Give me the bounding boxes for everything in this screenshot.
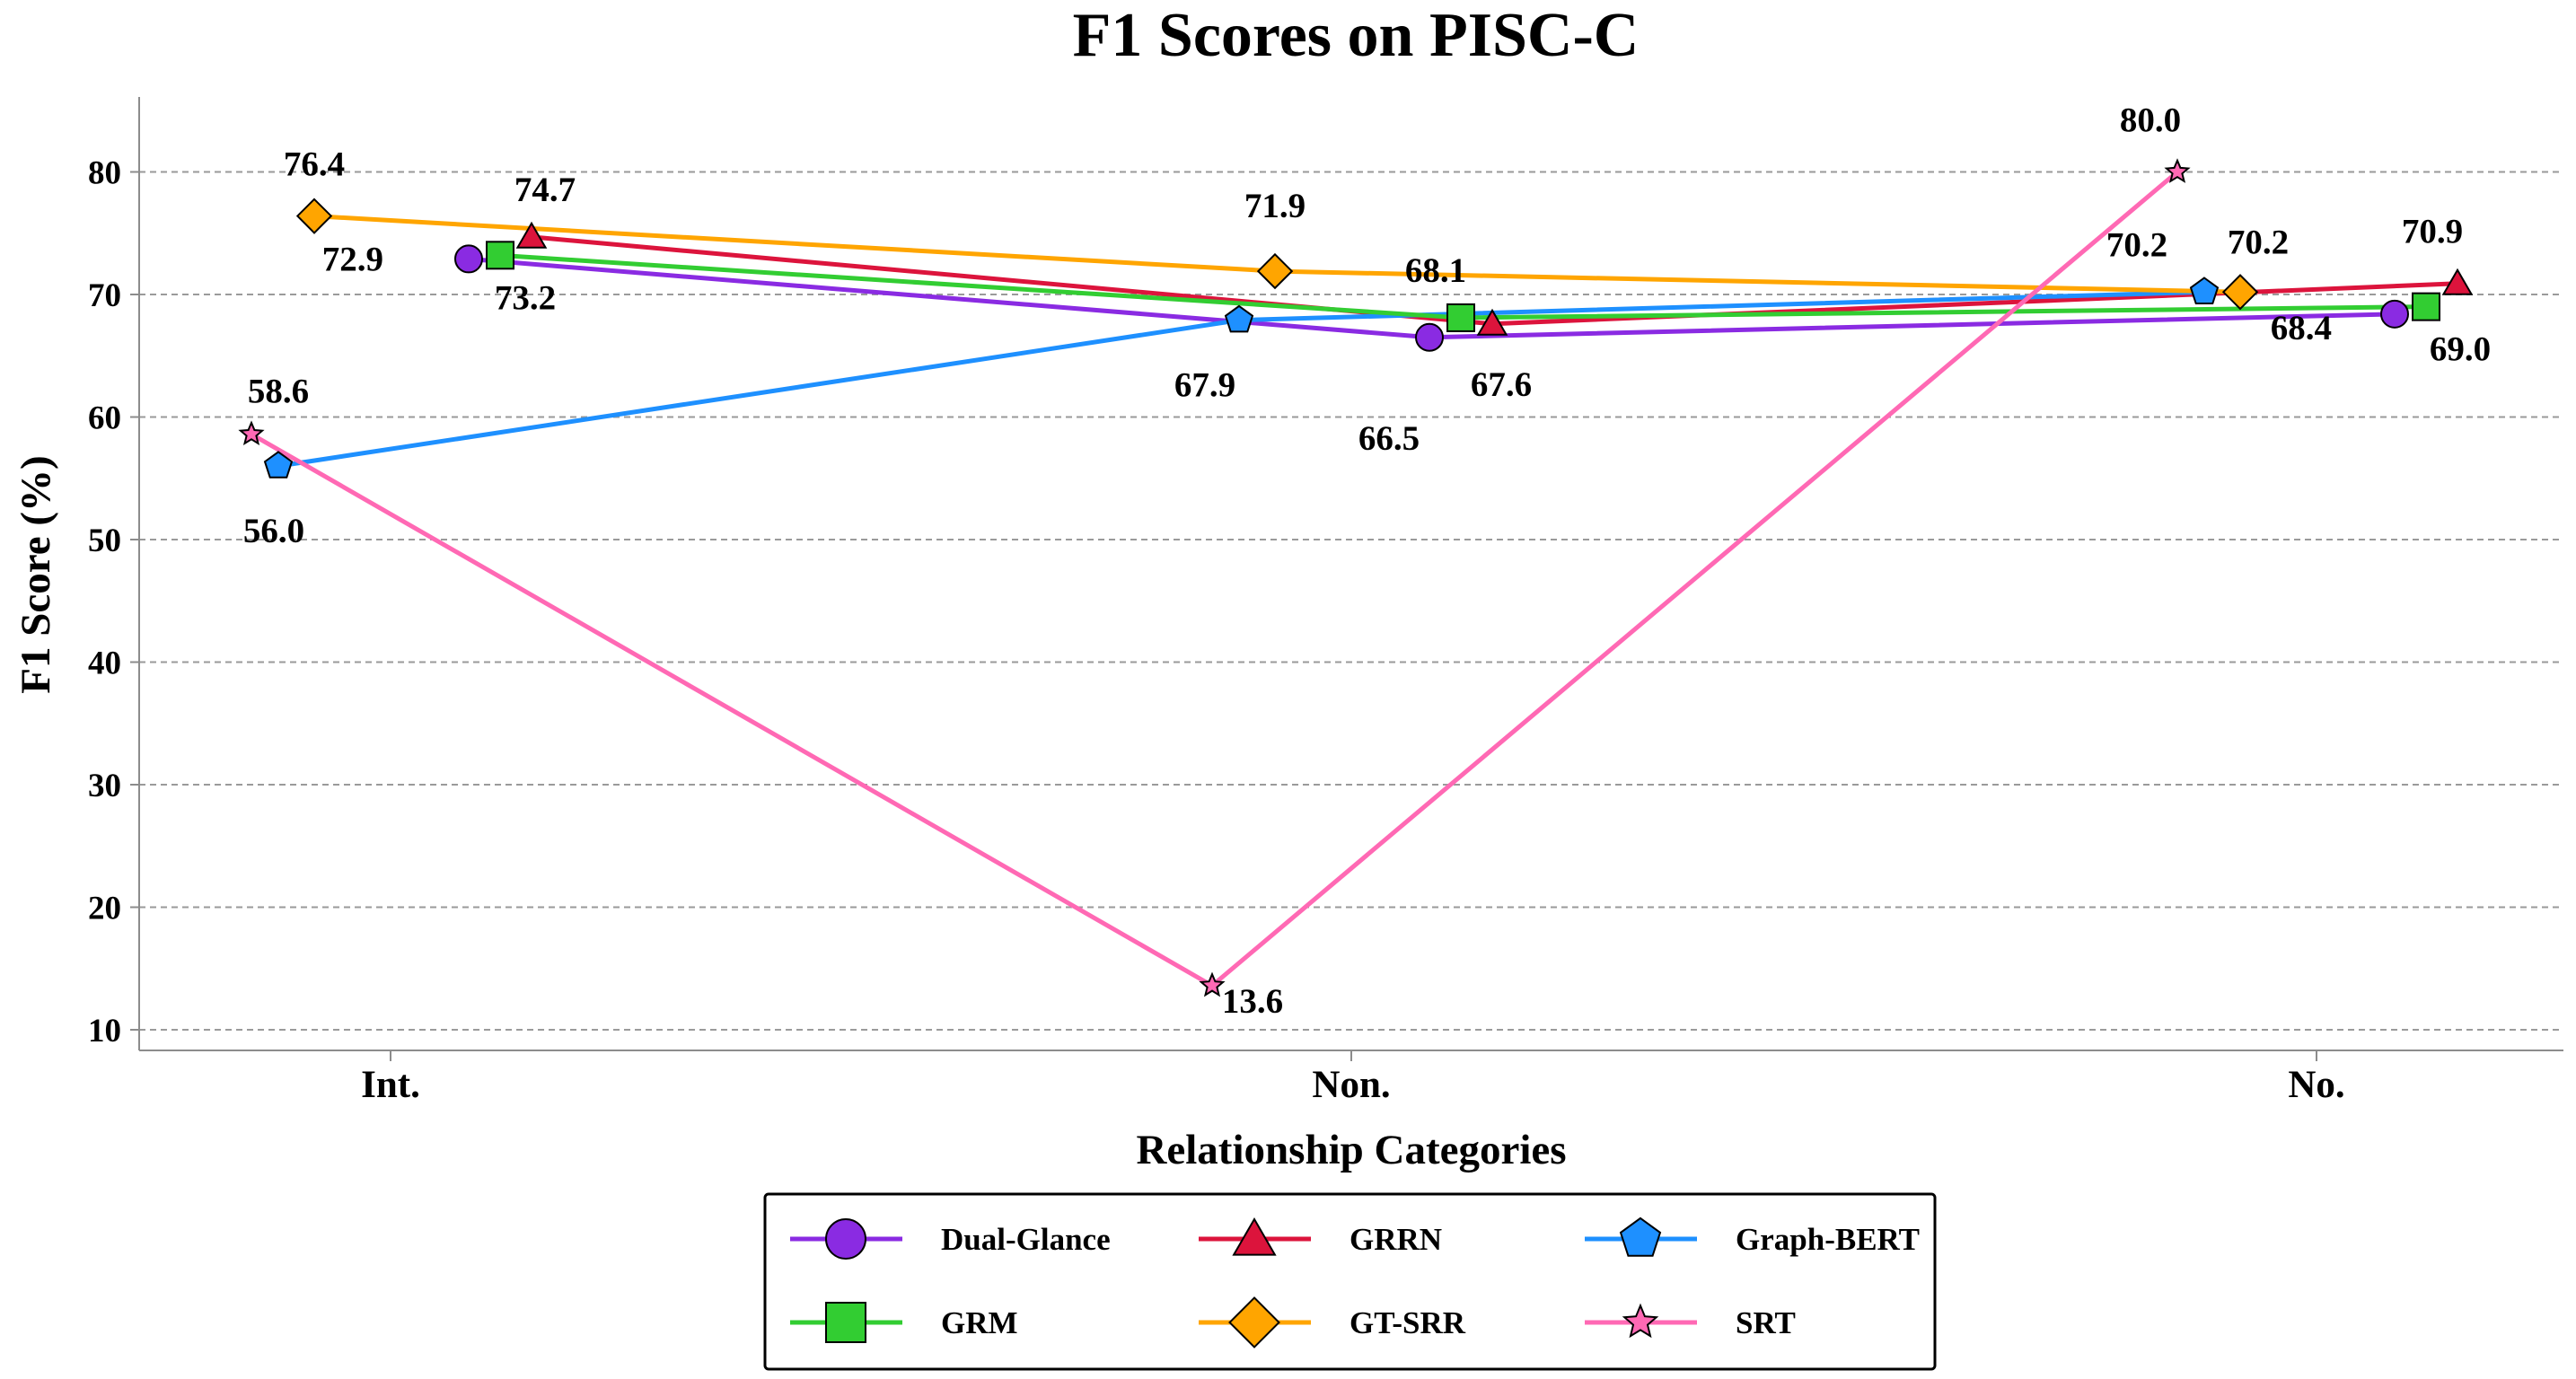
data-label: 69.0 bbox=[2430, 330, 2491, 369]
legend-label: SRT bbox=[1736, 1305, 1796, 1340]
legend-marker bbox=[1232, 1217, 1277, 1256]
y-tick-label: 80 bbox=[88, 155, 121, 192]
data-point bbox=[1199, 971, 1226, 997]
data-label: 72.9 bbox=[322, 240, 383, 278]
data-point bbox=[2380, 299, 2409, 329]
series-markers-gt-srr bbox=[295, 198, 2259, 311]
legend-marker bbox=[1619, 1217, 1662, 1257]
data-point bbox=[1476, 308, 1508, 336]
y-tick-label: 30 bbox=[88, 768, 121, 804]
data-point bbox=[1224, 304, 1254, 333]
legend-label: Dual-Glance bbox=[941, 1222, 1111, 1257]
data-point bbox=[454, 244, 483, 274]
data-label: 67.9 bbox=[1174, 366, 1235, 405]
grid-lines bbox=[139, 171, 2563, 1031]
series-markers-graph-bert bbox=[263, 277, 2220, 479]
legend-marker bbox=[1622, 1303, 1659, 1339]
legend-item-grm: GRM bbox=[790, 1302, 1018, 1343]
data-label: 58.6 bbox=[248, 373, 309, 411]
legend: Dual-Glance GRRN Graph-BERT GRM GT-SRR SRT bbox=[763, 1192, 1937, 1371]
series-markers-srt bbox=[238, 158, 2191, 997]
legend-item-grrn: GRRN bbox=[1199, 1217, 1442, 1257]
legend-box bbox=[763, 1192, 1937, 1371]
legend-marker bbox=[825, 1302, 866, 1343]
series-markers-dual-glance bbox=[454, 244, 2409, 352]
y-axis-label: F1 Score (%) bbox=[13, 455, 59, 693]
y-tick-label: 70 bbox=[88, 277, 121, 314]
data-label: 80.0 bbox=[2120, 101, 2181, 140]
legend-marker bbox=[1228, 1296, 1280, 1348]
x-tick-label: Int. bbox=[361, 1064, 420, 1106]
data-point bbox=[1256, 252, 1294, 290]
data-label: 66.5 bbox=[1358, 419, 1420, 458]
y-tick-label: 40 bbox=[88, 646, 121, 682]
y-tick-label: 10 bbox=[88, 1013, 121, 1050]
data-point bbox=[1415, 322, 1444, 352]
data-label: 73.2 bbox=[495, 278, 556, 317]
data-point bbox=[486, 241, 514, 270]
y-tick-label: 20 bbox=[88, 891, 121, 927]
data-point bbox=[238, 420, 265, 446]
series-markers-grm bbox=[486, 241, 2440, 332]
x-ticks: Int. Non. No. bbox=[361, 1050, 2345, 1106]
legend-label: Graph-BERT bbox=[1736, 1222, 1920, 1257]
legend-label: GRRN bbox=[1350, 1222, 1442, 1257]
legend-item-srt: SRT bbox=[1585, 1303, 1796, 1340]
data-point bbox=[295, 198, 333, 234]
data-point bbox=[2189, 277, 2220, 304]
legend-item-graph-bert: Graph-BERT bbox=[1585, 1217, 1920, 1257]
data-label: 76.4 bbox=[284, 145, 345, 184]
data-label: 68.1 bbox=[1405, 251, 1466, 290]
chart-title: F1 Scores on PISC-C bbox=[1073, 1, 1640, 70]
data-point bbox=[2441, 268, 2474, 295]
data-point bbox=[515, 221, 548, 249]
x-tick-label: No. bbox=[2288, 1064, 2344, 1106]
y-tick-label: 50 bbox=[88, 523, 121, 559]
legend-label: GRM bbox=[941, 1305, 1018, 1340]
data-label: 56.0 bbox=[243, 512, 304, 550]
series-group bbox=[238, 158, 2474, 997]
data-point bbox=[1446, 303, 1475, 332]
data-labels: 72.9 66.5 68.4 74.7 67.6 70.9 56.0 67.9 70.2 73.2… bbox=[243, 101, 2491, 1021]
series-markers-grrn bbox=[515, 221, 2474, 336]
data-label: 71.9 bbox=[1244, 187, 1306, 225]
legend-label: GT-SRR bbox=[1350, 1305, 1466, 1340]
data-label: 68.4 bbox=[2271, 309, 2332, 347]
data-point bbox=[263, 451, 294, 479]
data-point bbox=[2412, 292, 2440, 321]
legend-marker bbox=[825, 1218, 866, 1260]
data-label: 13.6 bbox=[1222, 982, 1283, 1021]
legend-item-dual-glance: Dual-Glance bbox=[790, 1218, 1111, 1260]
data-label: 70.9 bbox=[2402, 213, 2463, 251]
x-tick-label: Non. bbox=[1312, 1064, 1390, 1106]
x-axis-label: Relationship Categories bbox=[1136, 1127, 1566, 1173]
data-label: 74.7 bbox=[514, 171, 576, 209]
y-tick-label: 60 bbox=[88, 400, 121, 437]
legend-item-gt-srr: GT-SRR bbox=[1199, 1296, 1466, 1348]
data-point bbox=[2164, 158, 2191, 183]
data-label: 70.2 bbox=[2228, 223, 2289, 261]
data-label: 67.6 bbox=[1471, 365, 1532, 404]
data-label: 70.2 bbox=[2106, 225, 2167, 264]
data-point bbox=[2221, 274, 2259, 311]
y-ticks: 10 20 30 40 50 60 70 80 bbox=[88, 155, 139, 1050]
